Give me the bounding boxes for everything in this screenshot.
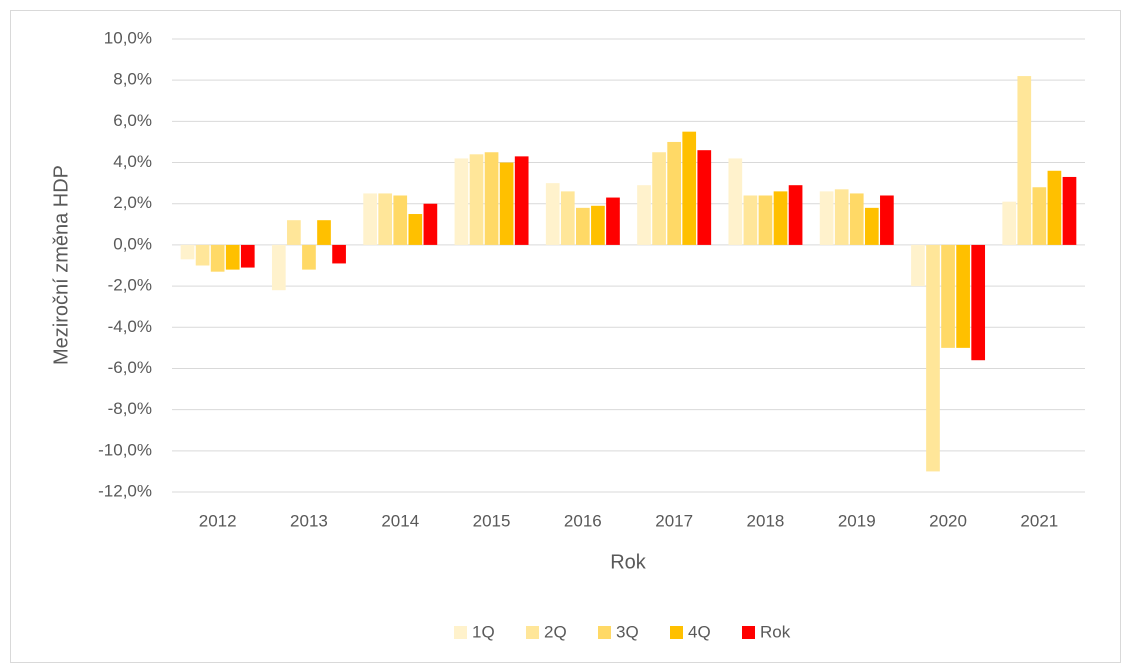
y-tick-label: 6,0% bbox=[113, 111, 152, 130]
bar bbox=[560, 191, 575, 245]
legend-label: 4Q bbox=[688, 622, 711, 641]
bar bbox=[408, 214, 423, 245]
bar bbox=[576, 207, 590, 245]
x-tick-label: 2019 bbox=[838, 511, 876, 530]
bar bbox=[849, 193, 864, 245]
legend-swatch bbox=[454, 626, 467, 639]
bar bbox=[743, 195, 758, 245]
bar bbox=[393, 195, 408, 245]
bar bbox=[682, 131, 697, 245]
bar bbox=[484, 152, 499, 245]
y-tick-label: -4,0% bbox=[108, 317, 152, 336]
x-tick-label: 2012 bbox=[199, 511, 237, 530]
x-tick-label: 2021 bbox=[1020, 511, 1058, 530]
bar bbox=[454, 158, 469, 245]
legend-label: 2Q bbox=[544, 622, 567, 641]
bar bbox=[971, 244, 986, 361]
bar bbox=[271, 244, 286, 291]
y-tick-label: 4,0% bbox=[113, 152, 152, 171]
bar bbox=[758, 195, 773, 245]
bar bbox=[697, 150, 712, 245]
y-axis-label: Meziroční změna HDP bbox=[50, 165, 72, 365]
bar bbox=[788, 185, 803, 245]
bar bbox=[652, 152, 666, 245]
bar bbox=[880, 195, 894, 245]
legend-label: Rok bbox=[760, 622, 791, 641]
bar bbox=[423, 203, 438, 245]
legend-swatch bbox=[670, 626, 683, 639]
x-axis-label: Rok bbox=[610, 551, 647, 573]
y-tick-label: 2,0% bbox=[113, 193, 152, 212]
bar bbox=[1017, 76, 1032, 245]
bar bbox=[499, 162, 514, 245]
bar bbox=[1002, 201, 1017, 245]
bar bbox=[956, 244, 970, 348]
bar bbox=[941, 244, 955, 348]
y-tick-label: -6,0% bbox=[108, 358, 152, 377]
x-tick-label: 2013 bbox=[290, 511, 328, 530]
x-tick-label: 2014 bbox=[381, 511, 419, 530]
x-tick-label: 2018 bbox=[747, 511, 785, 530]
bar bbox=[819, 191, 834, 245]
legend-swatch bbox=[742, 626, 755, 639]
bar bbox=[363, 193, 377, 245]
bar bbox=[210, 244, 225, 272]
x-tick-label: 2015 bbox=[473, 511, 511, 530]
bar bbox=[378, 193, 393, 245]
bar bbox=[591, 205, 605, 245]
bar bbox=[514, 156, 529, 245]
bar bbox=[926, 244, 940, 472]
bar bbox=[667, 141, 681, 245]
bar bbox=[302, 244, 316, 270]
bar bbox=[1047, 170, 1062, 245]
y-tick-label: 8,0% bbox=[113, 70, 152, 89]
bar bbox=[864, 207, 879, 245]
bar bbox=[225, 244, 240, 270]
bar bbox=[180, 244, 195, 260]
x-tick-label: 2016 bbox=[564, 511, 602, 530]
bar bbox=[317, 220, 331, 245]
y-tick-label: -8,0% bbox=[108, 399, 152, 418]
bar bbox=[911, 244, 925, 287]
y-tick-label: -2,0% bbox=[108, 276, 152, 295]
legend-swatch bbox=[526, 626, 539, 639]
bar bbox=[728, 158, 743, 245]
bar bbox=[637, 185, 651, 245]
y-tick-label: 10,0% bbox=[104, 28, 152, 47]
legend-label: 1Q bbox=[472, 622, 495, 641]
bar bbox=[1032, 187, 1047, 245]
bar bbox=[545, 183, 560, 245]
bar bbox=[287, 220, 301, 245]
bar bbox=[332, 244, 346, 264]
bar bbox=[469, 154, 484, 245]
bar bbox=[773, 191, 788, 245]
bar bbox=[195, 244, 210, 266]
legend-swatch bbox=[598, 626, 611, 639]
x-tick-label: 2017 bbox=[655, 511, 693, 530]
y-tick-label: 0,0% bbox=[113, 234, 152, 253]
y-tick-label: -12,0% bbox=[98, 481, 152, 500]
legend-label: 3Q bbox=[616, 622, 639, 641]
y-tick-label: -10,0% bbox=[98, 440, 152, 459]
bar bbox=[1062, 176, 1077, 245]
bar bbox=[240, 244, 255, 268]
x-tick-label: 2020 bbox=[929, 511, 967, 530]
bar bbox=[834, 189, 849, 245]
bar bbox=[606, 197, 620, 245]
